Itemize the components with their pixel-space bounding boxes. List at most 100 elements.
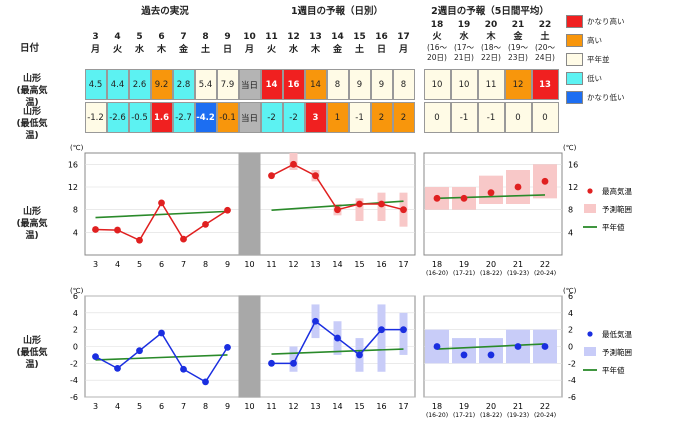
x-tick-label: 15 (354, 402, 364, 411)
normal-line-past (95, 354, 228, 361)
date-col-11: 11 火 (262, 31, 282, 57)
forecast-series-point (378, 200, 385, 208)
normal-line-past (95, 210, 228, 219)
period-start: (18～ (481, 43, 501, 52)
weekday: 火 (112, 45, 122, 55)
forecast-series-point (334, 334, 341, 342)
table-cell: 8 (326, 69, 349, 100)
past-series-point (202, 221, 209, 228)
week2-cell: 11 (477, 69, 505, 100)
x-tick-label-week2: 22 (540, 402, 550, 411)
weekday: 金 (178, 45, 188, 55)
table-cell: 4.5 (84, 69, 107, 100)
unit-label: (℃) (70, 144, 84, 152)
week2-col-22: 22 土 (20～ 24日) (531, 19, 559, 63)
y-tick-label-right: 8 (568, 206, 573, 215)
date-number: 4 (114, 32, 121, 42)
x-tick-label: 11 (266, 260, 276, 269)
table-row-label: 山形 (最高気温) (12, 73, 52, 109)
x-tick-label-week2: 20 (486, 402, 496, 411)
normal-line-week1 (271, 348, 404, 355)
forecast-series-point (290, 359, 297, 367)
x-tick-label: 12 (288, 402, 298, 411)
normal-line-week2 (436, 343, 546, 350)
forecast-series-point (334, 206, 341, 214)
legend-label: かなり高い (587, 17, 625, 26)
date-col-14: 14 金 (328, 31, 348, 57)
y-tick-label: 0 (73, 343, 78, 352)
y-tick-label-right: -2 (568, 359, 576, 368)
x-tick-label: 6 (159, 260, 164, 269)
x-tick-sublabel-week2: (19-23) (507, 270, 529, 277)
row-label-kind: (最低気温) (16, 119, 48, 141)
section-past: 過去の実況 (141, 6, 189, 17)
x-tick-label: 4 (115, 402, 120, 411)
date-number: 3 (92, 32, 99, 42)
legend-label: 低い (587, 74, 602, 83)
forecast-series-point (356, 351, 363, 359)
weekday: 土 (354, 45, 364, 55)
weekday: 月 (398, 45, 408, 55)
legend-range-swatch (584, 204, 596, 213)
past-series-point (158, 199, 165, 207)
table-cell: 当日 (238, 102, 261, 133)
x-tick-label: 16 (376, 260, 386, 269)
x-tick-label: 3 (93, 260, 98, 269)
legend-label: 平年値 (602, 365, 625, 375)
today-band (238, 153, 261, 255)
period-end: 21日) (454, 53, 474, 62)
date-number: 13 (309, 32, 322, 42)
today-band (238, 296, 261, 397)
past-series-point (158, 329, 165, 337)
y-tick-label: -6 (70, 393, 78, 402)
period-start: (20～ (535, 43, 555, 52)
x-tick-label: 17 (398, 402, 408, 411)
x-tick-sublabel-week2: (17-21) (453, 412, 475, 419)
chart1-label-kind: (最高気温) (16, 219, 48, 241)
chart2-label-station: 山形 (22, 336, 41, 346)
week2-series-point (541, 177, 549, 185)
legend-range-swatch (584, 347, 596, 356)
date-number: 20 (484, 20, 498, 30)
chart-1: 4 4 8 8 12 12 16 16 (℃) (℃) 3 4 5 6 7 8 9 10 11 12 13 14 15 16 1… (68, 144, 633, 277)
week2-range-box (452, 338, 476, 364)
table-cell: 16 (282, 69, 305, 100)
legend-item: 平年並 (566, 50, 674, 69)
y-tick-label: -4 (70, 376, 78, 385)
week2-cell: 0 (504, 102, 532, 133)
forecast-series-point (400, 206, 407, 214)
table-cell: 2.8 (172, 69, 195, 100)
row-label-station: 山形 (22, 74, 41, 84)
x-tick-label-week2: 21 (513, 402, 523, 411)
y-tick-label: 8 (73, 206, 78, 215)
period-end: 20日) (427, 53, 447, 62)
y-tick-label: 4 (73, 309, 78, 318)
unit-label-right: (℃) (563, 287, 577, 295)
x-tick-label: 15 (354, 260, 364, 269)
x-tick-label: 7 (181, 260, 186, 269)
date-number: 15 (353, 32, 366, 42)
y-tick-label-right: 6 (568, 292, 573, 301)
week2-series-point (460, 351, 468, 359)
y-tick-label: -2 (70, 359, 78, 368)
week2-series-point (514, 183, 522, 191)
x-tick-label: 8 (203, 260, 208, 269)
forecast-series-point (312, 172, 319, 180)
x-tick-sublabel-week2: (19-23) (507, 412, 529, 419)
table-cell: 2 (370, 102, 393, 133)
week2-col-20: 20 木 (18～ 22日) (477, 19, 505, 63)
weekday: 金 (513, 32, 523, 42)
weekday: 日 (376, 45, 386, 55)
chart1-row-label: 山形 (最高気温) (12, 206, 52, 242)
x-tick-label: 9 (225, 402, 230, 411)
date-number: 9 (224, 32, 231, 42)
weekday: 土 (540, 32, 550, 42)
date-number: 17 (397, 32, 410, 42)
week2-series-point (514, 343, 522, 350)
x-tick-sublabel-week2: (16-20) (426, 270, 448, 277)
week2-cell: 12 (504, 69, 532, 100)
weekday: 月 (90, 45, 100, 55)
